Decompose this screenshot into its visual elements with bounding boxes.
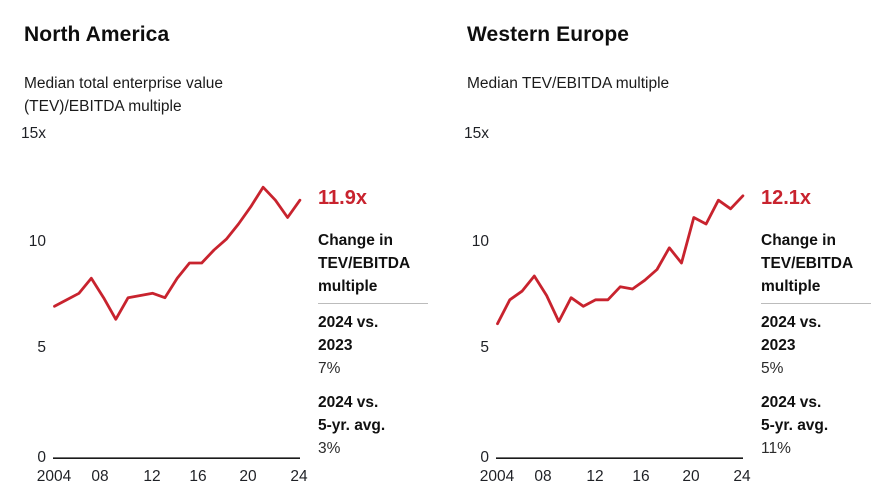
x-axis-tick-label: 16	[189, 468, 207, 485]
stat-label: 2024 vs. 2023	[761, 314, 822, 354]
y-axis-tick-label: 15x	[464, 125, 489, 142]
stats-heading: Change in TEV/EBITDA multiple	[761, 232, 854, 295]
stat-label: 2024 vs. 5-yr. avg.	[318, 394, 386, 434]
y-axis-tick-label: 0	[480, 449, 489, 466]
current-multiple: 11.9x	[318, 187, 367, 209]
x-axis-tick-label: 16	[632, 468, 650, 485]
panel-western-europe: Western Europe Median TEV/EBITDA multipl…	[443, 0, 886, 502]
stat-change-vs-5yr-avg: 2024 vs. 5-yr. avg. 11%	[761, 391, 871, 460]
current-multiple: 12.1x	[761, 187, 812, 209]
stats-divider	[761, 303, 871, 304]
stats-heading: Change in TEV/EBITDA multiple	[318, 232, 411, 295]
panel-title: North America	[24, 23, 170, 47]
panel-north-america: North America Median total enterprise va…	[21, 23, 428, 485]
x-axis-tick-label: 20	[682, 468, 700, 485]
y-axis-tick-label: 15x	[21, 125, 46, 142]
stat-value: 5%	[761, 360, 784, 377]
x-axis-tick-label: 20	[239, 468, 257, 485]
x-axis-tick-label: 24	[290, 468, 308, 485]
y-axis-tick-label: 10	[471, 233, 489, 250]
y-axis-tick-label: 5	[480, 339, 489, 356]
stat-change-vs-2023: 2024 vs. 2023 5%	[761, 311, 871, 380]
x-axis-tick-label: 2004	[36, 468, 72, 485]
y-axis-tick-label: 0	[37, 449, 46, 466]
panel-subtitle: Median TEV/EBITDA multiple	[467, 74, 670, 92]
stat-value: 7%	[318, 360, 341, 377]
y-axis-tick-label: 10	[28, 233, 46, 250]
stat-label: 2024 vs. 2023	[318, 314, 379, 354]
panel-subtitle: Median total enterprise value (TEV)/EBIT…	[24, 74, 224, 115]
x-axis-tick-label: 2004	[479, 468, 515, 485]
stat-change-vs-5yr-avg: 2024 vs. 5-yr. avg. 3%	[318, 391, 428, 460]
x-axis-tick-label: 08	[534, 468, 552, 485]
stat-label: 2024 vs. 5-yr. avg.	[761, 394, 829, 434]
x-axis-tick-label: 08	[91, 468, 109, 485]
panel-title: Western Europe	[467, 23, 630, 47]
x-axis-tick-label: 12	[143, 468, 161, 485]
x-axis-tick-label: 24	[733, 468, 751, 485]
stat-value: 3%	[318, 440, 341, 457]
stat-change-vs-2023: 2024 vs. 2023 7%	[318, 311, 428, 380]
stat-value: 11%	[761, 440, 791, 457]
stats-divider	[318, 303, 428, 304]
y-axis-tick-label: 5	[37, 339, 46, 356]
x-axis-tick-label: 12	[586, 468, 604, 485]
